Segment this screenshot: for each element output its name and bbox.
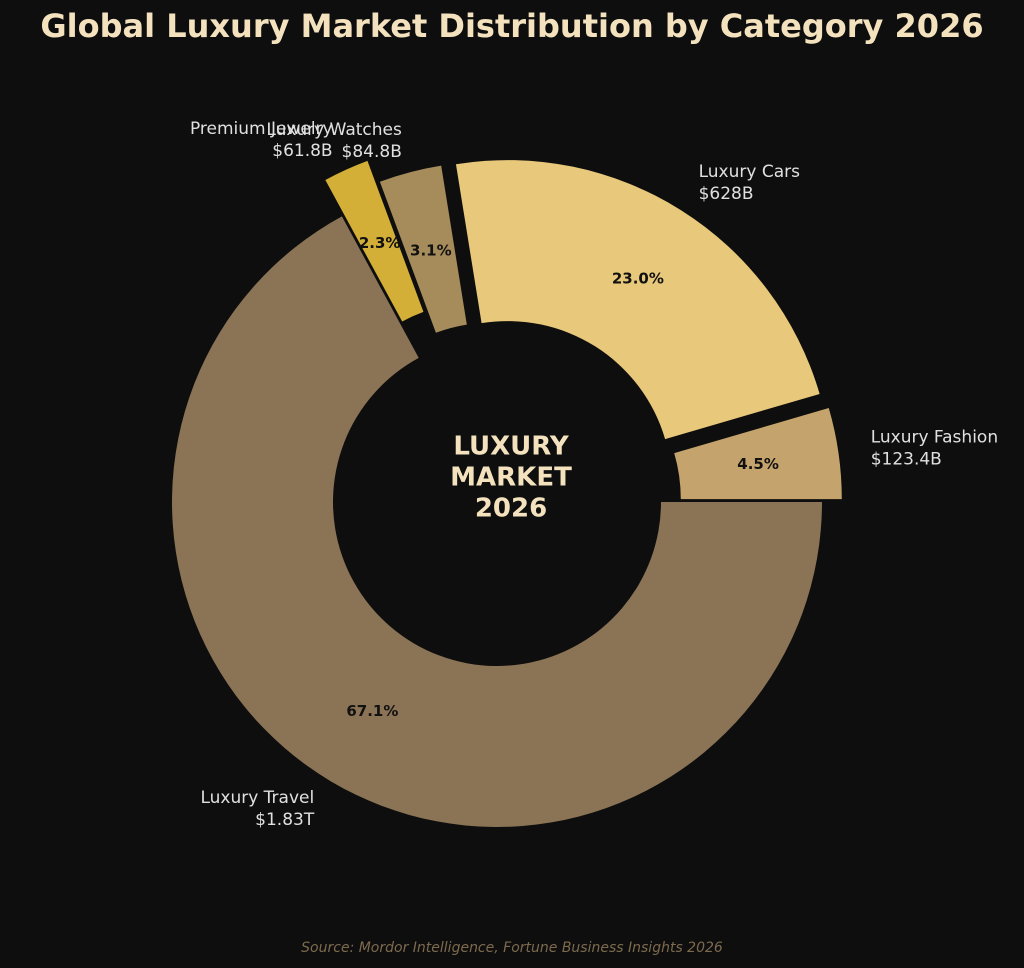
center-label: MARKET <box>450 463 572 493</box>
percent-label: 67.1% <box>346 702 398 720</box>
slice-label: Luxury Fashion <box>871 428 998 448</box>
value-label: $61.8B <box>272 141 332 161</box>
slice-label: Luxury Travel <box>200 788 314 808</box>
chart-title: Global Luxury Market Distribution by Cat… <box>40 7 983 45</box>
donut-slice <box>325 160 424 322</box>
value-label: $123.4B <box>871 450 942 470</box>
percent-label: 3.1% <box>410 241 452 259</box>
percent-label: 4.5% <box>737 455 779 473</box>
value-label: $1.83T <box>255 810 315 830</box>
donut-slice <box>455 160 820 440</box>
donut-slice <box>674 408 842 500</box>
percent-label: 2.3% <box>359 234 401 252</box>
source-note: Source: Mordor Intelligence, Fortune Bus… <box>301 940 723 956</box>
donut-slice <box>379 165 467 333</box>
donut-slice <box>171 216 822 828</box>
slice-label: Premium Jewelry <box>190 119 333 139</box>
slice-label: Luxury Cars <box>699 162 801 182</box>
center-label: 2026 <box>475 494 547 524</box>
value-label: $84.8B <box>342 142 402 162</box>
percent-label: 23.0% <box>612 270 664 288</box>
value-label: $628B <box>699 184 754 204</box>
center-label: LUXURY <box>453 432 570 462</box>
slice-label: Luxury Watches <box>266 120 402 140</box>
